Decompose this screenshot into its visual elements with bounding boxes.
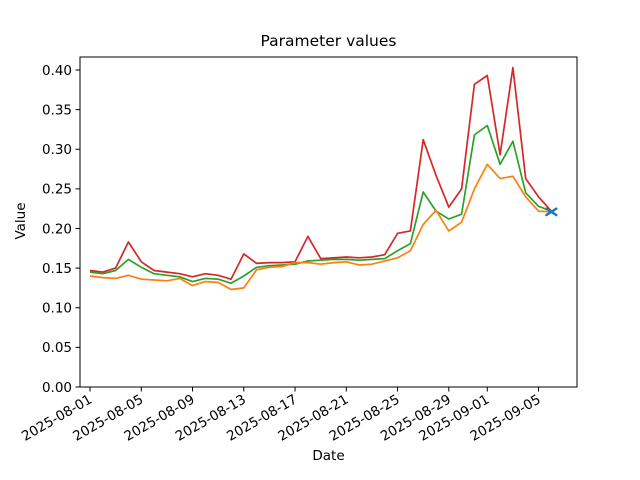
series-green-line: [89, 124, 552, 285]
y-tick-label: 0.10: [42, 301, 72, 317]
plot-frame: [79, 56, 578, 388]
y-tick-label: 0.20: [42, 221, 72, 237]
y-tick-label: 0.35: [42, 102, 72, 118]
y-tick-label: 0.05: [42, 340, 72, 356]
y-tick-label: 0.00: [42, 380, 72, 396]
y-tick-label: 0.30: [42, 142, 72, 158]
y-tick-label: 0.15: [42, 261, 72, 277]
y-tick-label: 0.25: [42, 182, 72, 198]
blue-end-marker-icon: [545, 207, 558, 217]
series-red-line: [89, 66, 552, 281]
y-axis-label: Value: [13, 202, 29, 240]
series-orange-line: [89, 163, 552, 291]
chart-title: Parameter values: [260, 32, 397, 50]
x-axis-label: Date: [312, 448, 345, 464]
y-tick-label: 0.40: [42, 63, 72, 79]
